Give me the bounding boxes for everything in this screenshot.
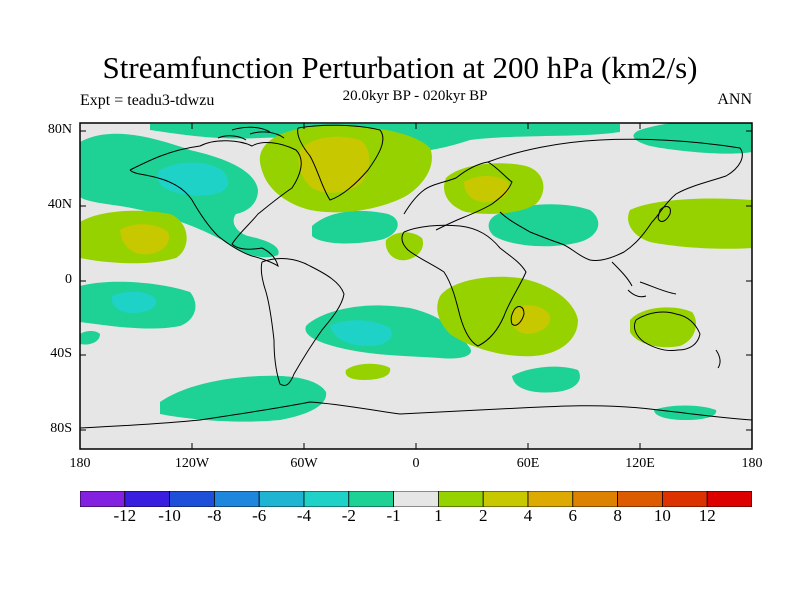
positive-strong-regions [120, 136, 551, 334]
colorbar-label: -8 [207, 506, 222, 525]
coast-greenland [297, 124, 384, 201]
colorbar-swatch [169, 491, 215, 507]
negative-strong-regions [111, 162, 392, 346]
region-pos2-europe [464, 176, 510, 203]
colorbar-label: 12 [698, 506, 716, 525]
region-neg2-north-pacific [157, 162, 229, 196]
lat-label-0: 0 [65, 272, 72, 287]
coast-new-zealand [715, 349, 721, 369]
region-pos-south-atlantic [345, 363, 391, 380]
region-neg-north-atlantic [312, 210, 398, 244]
lon-label-180-left: 180 [69, 456, 91, 471]
colorbar-label: -2 [341, 506, 356, 525]
colorbar-swatch [527, 491, 574, 507]
colorbar-label: -10 [158, 506, 181, 525]
lon-label-60e: 60E [516, 456, 540, 471]
colorbar-swatch [572, 491, 618, 507]
season-label: ANN [717, 91, 752, 108]
colorbar-swatch [482, 491, 529, 507]
coast-antarctica [80, 401, 752, 429]
region-pos2-north-pacific [120, 224, 170, 255]
lat-label-40n: 40N [47, 197, 72, 212]
colorbar-label: 2 [478, 506, 488, 525]
coast-south-america [260, 258, 345, 387]
colorbar-swatch [706, 491, 752, 507]
chart-title: Streamfunction Perturbation at 200 hPa (… [102, 50, 698, 85]
region-neg2-south-atlantic [330, 320, 392, 346]
colorbar-swatch [393, 491, 439, 507]
coast-arctic-islands [217, 126, 285, 141]
experiment-label: Expt = teadu3-tdwzu [80, 92, 215, 109]
region-pos-japan [628, 198, 752, 249]
colorbar-swatch [617, 491, 663, 507]
colorbar-swatch [80, 491, 126, 507]
colorbar-label: 10 [653, 506, 671, 525]
coast-japan [657, 206, 671, 222]
coast-africa [401, 224, 527, 347]
lat-label-40s: 40S [50, 346, 72, 361]
region-neg2-south-pacific [111, 291, 157, 314]
lon-label-60w: 60W [290, 456, 318, 471]
colorbar-swatch [303, 491, 350, 507]
colorbar-label: 1 [434, 506, 443, 525]
region-pos2-southern-africa [510, 305, 551, 334]
colorbar-label: -12 [113, 506, 137, 525]
lon-label-180-right: 180 [741, 456, 763, 471]
region-neg-south-pacific-edge [80, 331, 100, 345]
coast-southeast-asia [611, 261, 677, 298]
lon-label-120e: 120E [625, 456, 655, 471]
region-neg-central-asia [488, 204, 599, 247]
colorbar-swatch [213, 491, 260, 507]
lon-ticks [191, 123, 641, 449]
colorbar-swatch [437, 491, 484, 507]
lon-label-0: 0 [412, 456, 420, 471]
colorbar-swatch [258, 491, 305, 507]
coast-madagascar [510, 306, 525, 326]
colorbar-swatch [348, 491, 394, 507]
colorbar-label: 6 [568, 506, 578, 525]
region-pos2-greenland [298, 136, 370, 193]
colorbar [80, 491, 752, 507]
colorbar-label: -4 [296, 506, 312, 525]
region-neg-southern-ocean [160, 375, 327, 422]
coast-australia [633, 311, 701, 351]
lon-label-120w: 120W [174, 456, 210, 471]
lat-label-80s: 80S [50, 421, 72, 436]
region-neg-south-indian [512, 366, 580, 393]
region-neg-arctic-east [633, 123, 752, 154]
colorbar-swatch [124, 491, 170, 507]
colorbar-label: -6 [252, 506, 267, 525]
colorbar-label: 8 [613, 506, 622, 525]
region-pos-southern-africa [437, 276, 578, 357]
coast-north-america [129, 140, 302, 268]
colorbar-label: 4 [523, 506, 533, 525]
region-neg-north-pacific [80, 133, 279, 258]
coastlines [80, 124, 752, 429]
lat-ticks [80, 130, 752, 431]
region-pos-australia [630, 307, 696, 348]
colorbar-label: -1 [386, 506, 401, 525]
period-subtitle: 20.0kyr BP - 020kyr BP [342, 88, 488, 104]
colorbar-swatch [662, 491, 708, 507]
lat-label-80n: 80N [47, 122, 72, 137]
coast-europe [403, 161, 513, 231]
